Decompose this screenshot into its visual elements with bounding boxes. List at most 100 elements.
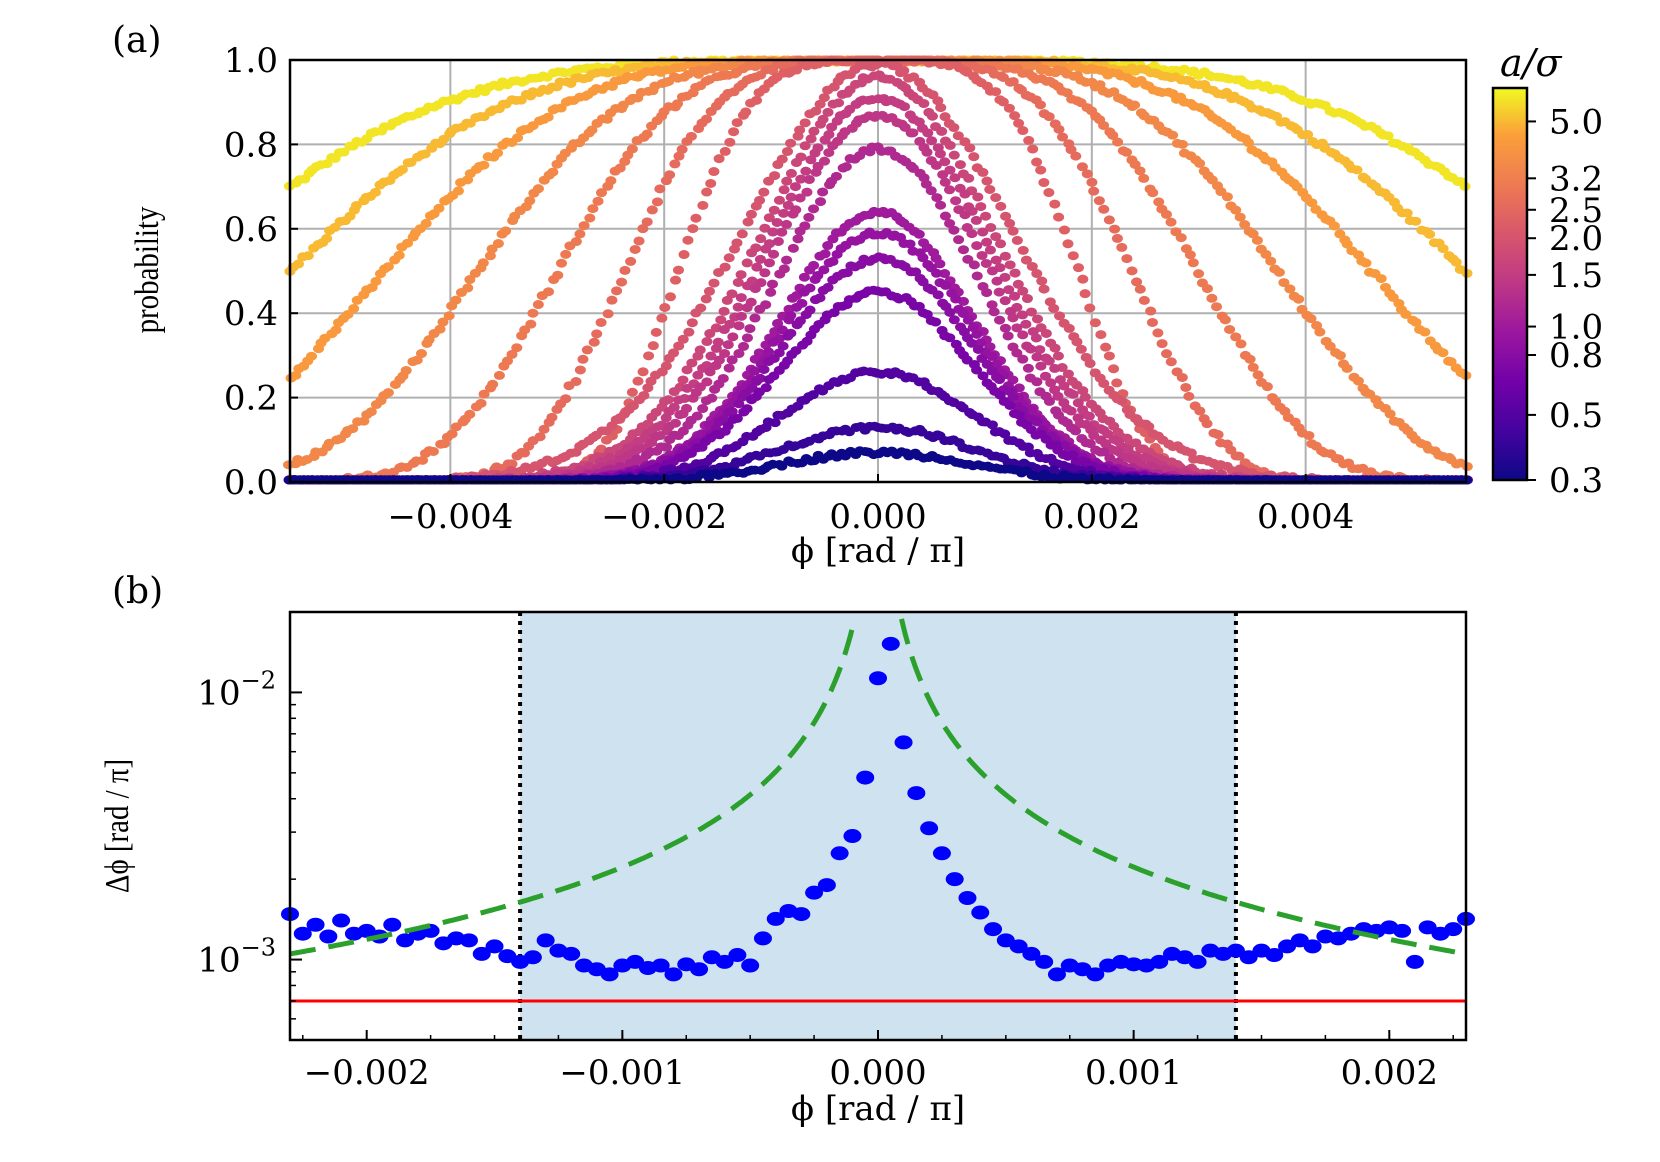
panel-a-point: [627, 401, 639, 411]
panel-a-point: [724, 137, 736, 147]
panel-a-point: [727, 332, 739, 342]
panel-a-point: [991, 276, 1003, 286]
panel-a-ytick-label: 0.4: [224, 294, 278, 334]
panel-a-point: [932, 290, 944, 300]
panel-a-point: [1306, 198, 1318, 208]
panel-a-point: [1167, 130, 1179, 140]
panel-a-point: [799, 118, 811, 128]
panel-a-point: [1134, 284, 1146, 294]
panel-a-point: [985, 223, 997, 233]
panel-a-point: [963, 173, 975, 183]
panel-a-point: [935, 200, 947, 210]
panel-a-point: [1410, 317, 1422, 327]
panel-a-point: [701, 114, 713, 124]
panel-a-point: [1065, 406, 1077, 416]
panel-a-point: [672, 99, 684, 109]
panel-a-point: [968, 260, 980, 270]
panel-a-point: [1040, 328, 1052, 338]
panel-a-point: [981, 176, 993, 186]
panel-a-point: [1230, 205, 1242, 215]
panel-a-point: [1030, 333, 1042, 343]
panel-a-point: [330, 325, 342, 335]
panel-a-point: [986, 266, 998, 276]
panel-a-point: [605, 176, 617, 186]
panel-a-point: [999, 323, 1011, 333]
panel-a-point: [1027, 144, 1039, 154]
panel-a-point: [704, 329, 716, 339]
panel-a-point: [681, 365, 693, 375]
panel-a-point: [686, 318, 698, 328]
panel-a-point: [1437, 348, 1449, 358]
panel-a-point: [1382, 131, 1394, 141]
panel-a-point: [785, 138, 797, 148]
panel-a-point: [1084, 358, 1096, 368]
panel-a-point: [990, 87, 1002, 97]
panel-a-point: [742, 217, 754, 227]
panel-a-point: [1206, 293, 1218, 303]
panel-a-point: [721, 295, 733, 305]
panel-a-point: [1007, 77, 1019, 87]
panel-a-point: [944, 185, 956, 195]
panel-a-point: [1302, 130, 1314, 140]
panel-a-point: [614, 163, 626, 173]
panel-a-point: [954, 160, 966, 170]
panel-a-point: [1160, 209, 1172, 219]
panel-a-point: [1095, 330, 1107, 340]
panel-a-point: [805, 134, 817, 144]
panel-a-point: [1401, 208, 1413, 218]
panel-a-point: [1070, 426, 1082, 436]
panel-a-point: [1031, 269, 1043, 279]
panel-a-point: [971, 241, 983, 251]
panel-a-point: [419, 149, 431, 159]
panel-a-point: [939, 177, 951, 187]
panel-a-point: [348, 304, 360, 314]
panel-a-point: [972, 344, 984, 354]
panel-a-point: [1239, 220, 1251, 230]
panel-a-point: [1138, 173, 1150, 183]
panel-a-point: [751, 95, 763, 105]
panel-a-point: [595, 444, 607, 454]
panel-a-point: [980, 211, 992, 221]
panel-a-point: [1003, 103, 1015, 113]
panel-a-point: [1261, 382, 1273, 392]
panel-a-point: [1058, 225, 1070, 235]
panel-a-point: [396, 165, 408, 175]
panel-a-point: [493, 370, 505, 380]
panel-a-point: [647, 341, 659, 351]
panel-a-point: [934, 149, 946, 159]
panel-a-point: [1134, 166, 1146, 176]
panel-a-point: [668, 402, 680, 412]
panel-a-point: [986, 352, 998, 362]
panel-a-point: [401, 238, 413, 248]
panel-a-point: [814, 99, 826, 109]
panel-a-point: [643, 351, 655, 361]
panel-a-point: [1424, 229, 1436, 239]
panel-a-ytick-label: 0.0: [224, 463, 278, 503]
panel-a-point: [907, 128, 919, 138]
panel-a-point: [971, 271, 983, 281]
panel-a-point: [778, 185, 790, 195]
panel-a-point: [781, 176, 793, 186]
panel-a-point: [552, 270, 564, 280]
panel-a-point: [1351, 165, 1363, 175]
panel-a-point: [1314, 327, 1326, 337]
panel-a-point: [1032, 314, 1044, 324]
panel-a-point: [1234, 212, 1246, 222]
panel-a-point: [525, 319, 537, 329]
panel-a-point: [712, 337, 724, 347]
panel-a-point: [678, 250, 690, 260]
panel-a-point: [690, 213, 702, 223]
panel-a-point: [1017, 126, 1029, 136]
panel-a-point: [719, 262, 731, 272]
panel-a-point: [369, 187, 381, 197]
panel-a-point: [930, 317, 942, 327]
panel-a-point: [732, 277, 744, 287]
panel-a-point: [950, 294, 962, 304]
panel-a-point: [532, 300, 544, 310]
panel-a-point: [581, 345, 593, 355]
panel-a-point: [1072, 398, 1084, 408]
panel-a-point: [713, 355, 725, 365]
panel-a-point: [464, 409, 476, 419]
panel-a-point: [765, 287, 777, 297]
panel-a-point: [292, 259, 304, 269]
